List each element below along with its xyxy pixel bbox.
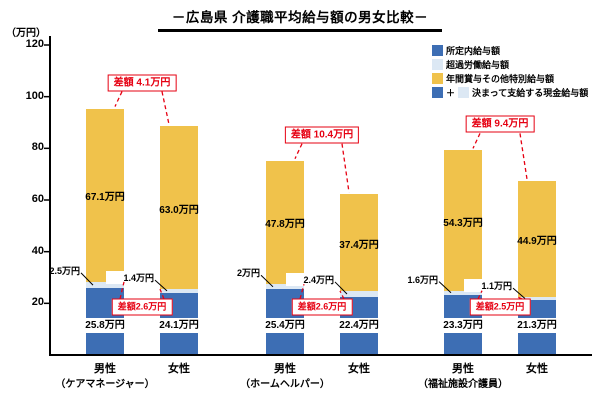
bonus-value-label: 47.8万円 (265, 219, 305, 231)
gender-axis-label: 男性 (274, 363, 296, 375)
bonus-diff-dash-line (472, 133, 481, 149)
gender-axis-label: 女性 (348, 363, 370, 375)
bonus-value-label: 44.9万円 (517, 236, 557, 248)
gender-axis-label: 女性 (168, 363, 190, 375)
bonus-value-label: 54.3万円 (443, 217, 483, 229)
bar-male-overtime-segment (444, 290, 482, 295)
legend-label: 所定内給与額 (446, 46, 501, 56)
overtime-value-label: 2万円 (212, 266, 260, 280)
bonus-value-label: 63.0万円 (159, 204, 199, 216)
gender-axis-label: 女性 (526, 363, 548, 375)
legend-swatch-base-icon (432, 45, 443, 56)
legend-label: 超過労働給与額 (446, 60, 510, 70)
bar-female-bonus-segment (518, 181, 556, 298)
bonus-value-label: 67.1万円 (85, 192, 125, 204)
overtime-value-label: 1.1万円 (464, 279, 512, 293)
y-tick-label: 100 (25, 89, 44, 102)
base-value-label: 25.4万円 (256, 318, 314, 333)
cash-diff-box: 差額2.5万円 (469, 298, 531, 316)
bonus-diff-box: 差額 10.4万円 (284, 126, 360, 144)
y-tick-label: 20 (31, 296, 44, 309)
bar-male-bonus-segment (266, 160, 304, 285)
base-value-label: 22.4万円 (330, 318, 388, 333)
bonus-diff-dash-line (114, 91, 123, 107)
legend-label: 年間賞与その他特別給与額 (446, 74, 555, 84)
legend-swatch-base-icon (432, 87, 443, 98)
legend-swatch-bonus-icon (432, 73, 443, 84)
y-tick-label: 80 (31, 141, 44, 154)
y-tick-label: 60 (31, 193, 44, 205)
y-tick-label: 40 (31, 244, 44, 257)
base-value-label: 25.8万円 (76, 318, 134, 333)
cash-diff-box: 差額2.6万円 (291, 298, 353, 316)
base-value-label: 24.1万円 (150, 318, 208, 333)
occupation-axis-label: （ケアマネージャー） (55, 379, 155, 390)
bonus-diff-box: 差額 4.1万円 (107, 74, 177, 92)
bonus-diff-dash-line (294, 143, 303, 160)
bar-female-bonus-segment (340, 194, 378, 291)
legend-item: 所定内給与額 (432, 44, 500, 57)
bonus-diff-dash-line (519, 133, 528, 180)
bar-female-overtime-segment (340, 290, 378, 298)
base-value-label: 23.3万円 (434, 318, 492, 333)
bar-male-overtime-segment (86, 281, 124, 289)
overtime-value-label: 1.6万円 (390, 272, 438, 286)
legend-item: 年間賞与その他特別給与額 (432, 72, 554, 85)
occupation-axis-label: （福祉施設介護員） (418, 379, 508, 390)
chart-title-text: －広島県 介護職平均給与額の男女比較－ (157, 6, 443, 32)
legend-item: ＋ 決まって支給する現金給与額 (432, 86, 588, 99)
legend-swatch-overtime-icon (458, 87, 470, 98)
legend-swatch-overtime-icon (432, 59, 443, 70)
bar-male-overtime-segment (266, 284, 304, 290)
legend-plus-sign: ＋ (446, 88, 456, 98)
overtime-value-label: 1.4万円 (106, 271, 154, 285)
y-tick-label: 120 (25, 38, 44, 50)
bar-male-bonus-segment (444, 150, 482, 291)
legend-item: 超過労働給与額 (432, 58, 509, 71)
overtime-value-label: 2.4万円 (286, 272, 334, 286)
gender-axis-label: 男性 (452, 363, 474, 375)
gender-axis-label: 男性 (94, 363, 116, 375)
bonus-diff-dash-line (341, 143, 350, 193)
bonus-diff-box: 差額 9.4万円 (465, 115, 535, 133)
bar-female-bonus-segment (160, 126, 198, 290)
y-axis-unit-label: （万円） (6, 28, 46, 39)
cash-diff-box: 差額2.6万円 (111, 298, 173, 316)
chart-title: －広島県 介護職平均給与額の男女比較－ (0, 6, 600, 32)
legend-label: 決まって支給する現金給与額 (472, 88, 589, 98)
bonus-value-label: 37.4万円 (339, 239, 379, 251)
occupation-axis-label: （ホームヘルパー） (240, 379, 330, 390)
bar-female-overtime-segment (160, 289, 198, 293)
bar-male-bonus-segment (86, 108, 124, 282)
bonus-diff-dash-line (161, 91, 170, 125)
bar-female-overtime-segment (518, 297, 556, 300)
overtime-value-label: 2.5万円 (32, 263, 80, 277)
base-value-label: 21.3万円 (508, 318, 566, 333)
